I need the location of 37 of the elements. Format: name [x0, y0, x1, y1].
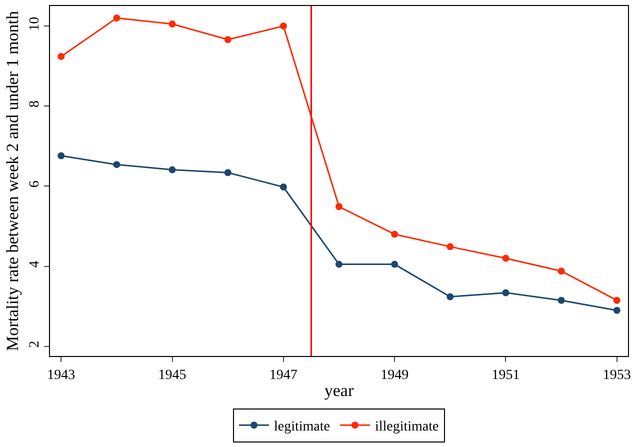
x-tick-label: 1953 [602, 368, 631, 383]
point [446, 293, 454, 300]
point [336, 260, 342, 268]
x-tick-label: 1945 [158, 368, 186, 383]
point [113, 14, 120, 22]
x-tick-label: 1943 [47, 368, 76, 383]
point [168, 166, 176, 174]
x-axis-title: year [324, 381, 354, 400]
point [446, 243, 454, 250]
x-tick-label: 1947 [269, 368, 298, 383]
y-tick-label: 8 [27, 100, 42, 108]
point [613, 306, 620, 314]
point [224, 169, 232, 176]
point [58, 152, 65, 160]
point [391, 230, 398, 238]
point [280, 22, 287, 30]
x-tick-label: 1951 [492, 368, 520, 383]
point [113, 161, 120, 168]
legend-label: legitimate [274, 420, 330, 435]
point [613, 296, 620, 304]
point [502, 254, 510, 262]
point [168, 20, 176, 28]
y-tick-label: 10 [27, 16, 42, 31]
point [391, 260, 398, 268]
legend-label: illegitimate [374, 420, 439, 435]
point [558, 268, 565, 275]
y-tick-label: 2 [27, 340, 42, 348]
y-tick-label: 6 [27, 180, 42, 188]
point [336, 203, 342, 210]
y-axis-title: Mortality rate between week 2 and under 1 month [2, 10, 22, 351]
point [224, 36, 232, 44]
point [558, 296, 565, 304]
y-tick-label: 4 [27, 260, 42, 268]
x-tick-label: 1949 [380, 368, 409, 383]
point [58, 52, 65, 60]
point [280, 184, 287, 191]
point [502, 289, 510, 296]
